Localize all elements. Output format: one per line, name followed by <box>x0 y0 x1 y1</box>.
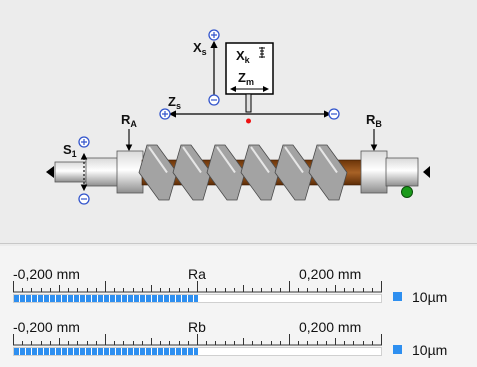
xs-axis: Xs <box>193 40 218 95</box>
gauge-scale <box>13 281 382 293</box>
gauge-max-label: 0,200 mm <box>299 319 362 335</box>
gauge-max-label: 0,200 mm <box>299 266 362 282</box>
thread-flank <box>274 144 314 201</box>
thread-flank <box>308 144 348 201</box>
zs-plus-button[interactable] <box>159 108 171 120</box>
gauge-unit-label: 10µm <box>412 289 448 305</box>
thread-highlight <box>182 146 202 174</box>
gauge-fill <box>14 348 198 355</box>
gauge-name: Ra <box>188 266 206 282</box>
machine-diagram: Xk Zm Xs <box>46 29 430 205</box>
gauge-fill <box>14 295 198 302</box>
s1-label: S1 <box>63 142 77 159</box>
gauge-color-swatch <box>393 292 402 301</box>
rb-indicator: RB <box>366 112 382 152</box>
probe-tip-icon <box>246 118 251 124</box>
gauges-panel: -0,200 mm Ra 0,200 mm 10µm -0,200 mm Rb … <box>0 246 477 367</box>
gauge-min-label: -0,200 mm <box>13 319 80 335</box>
xs-minus-button[interactable] <box>208 94 220 106</box>
thread-flank <box>206 144 246 201</box>
status-led-icon <box>401 186 413 198</box>
gauge-color-swatch <box>393 345 402 354</box>
s1-minus-button[interactable] <box>78 193 90 205</box>
probe-stylus <box>245 93 252 113</box>
xk-scale-icon <box>259 47 265 58</box>
thread-flank <box>138 144 178 201</box>
thread-flank <box>172 144 212 201</box>
s1-plus-button[interactable] <box>78 136 90 148</box>
probe-head: Xk Zm <box>225 42 274 124</box>
gauge-scale <box>13 334 382 346</box>
zs-minus-button[interactable] <box>328 108 340 120</box>
thread-highlight <box>318 146 338 174</box>
panel-divider <box>0 243 477 244</box>
zs-axis: Zs <box>168 94 332 118</box>
xk-label: Xk <box>236 48 251 65</box>
gauge-name: Rb <box>188 319 206 335</box>
thread-highlight <box>216 146 236 174</box>
rb-label: RB <box>366 112 382 129</box>
zm-label: Zm <box>238 70 254 87</box>
s1-axis: S1 <box>63 142 88 192</box>
gauge-bar <box>13 294 382 303</box>
thread-highlight <box>284 146 304 174</box>
gauge-unit-label: 10µm <box>412 342 448 358</box>
gauge-bar <box>13 347 382 356</box>
gauge-min-label: -0,200 mm <box>13 266 80 282</box>
gauge-rb: -0,200 mm Rb 0,200 mm 10µm <box>0 299 477 358</box>
thread-highlight <box>250 146 270 174</box>
zs-label: Zs <box>168 94 181 111</box>
gauge-ra: -0,200 mm Ra 0,200 mm 10µm <box>0 246 477 305</box>
thread-flank <box>240 144 280 201</box>
machine-diagram-panel: Xk Zm Xs <box>46 29 430 205</box>
thread-highlight <box>148 146 168 174</box>
screw-threads <box>138 144 348 201</box>
xs-plus-button[interactable] <box>208 29 220 41</box>
left-center-point-icon <box>46 166 54 178</box>
xs-label: Xs <box>193 40 207 57</box>
right-center-point-icon <box>423 166 430 178</box>
ra-indicator: RA <box>121 112 137 152</box>
ra-label: RA <box>121 112 137 129</box>
